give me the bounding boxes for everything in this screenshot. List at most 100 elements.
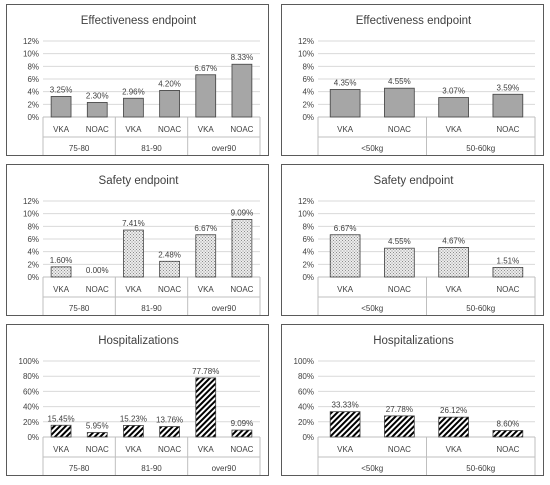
bar (231, 63, 253, 118)
y-tick-label: 10% (298, 210, 314, 219)
y-tick-label: 0% (27, 113, 39, 122)
bar (86, 432, 108, 438)
data-label: 1.51% (497, 256, 520, 265)
bar (438, 97, 469, 118)
category-label: VKA (53, 285, 70, 294)
group-label: 75-80 (69, 464, 90, 473)
data-label: 8.60% (497, 419, 520, 428)
data-label: 0.00% (86, 266, 109, 275)
data-label: 3.07% (442, 87, 465, 96)
bar (123, 425, 144, 438)
y-tick-label: 6% (27, 235, 39, 244)
y-tick-label: 80% (298, 372, 314, 381)
category-label: VKA (337, 285, 354, 294)
y-tick-label: 20% (298, 418, 314, 427)
y-tick-label: 4% (27, 88, 39, 97)
y-tick-label: 100% (294, 357, 314, 366)
data-label: 33.33% (332, 401, 359, 410)
y-tick-label: 8% (27, 62, 39, 71)
category-label: VKA (337, 125, 354, 134)
bar (329, 89, 361, 118)
chart-title: Safety endpoint (374, 175, 455, 187)
bar (159, 426, 180, 438)
group-label: 50-60kg (466, 304, 495, 313)
y-tick-label: 0% (27, 433, 39, 442)
y-tick-label: 10% (23, 50, 39, 59)
data-label: 6.67% (194, 64, 217, 73)
category-label: VKA (198, 445, 215, 454)
category-label: NOAC (230, 445, 253, 454)
group-label: <50kg (361, 464, 383, 473)
category-label: NOAC (86, 125, 109, 134)
group-label: 75-80 (69, 144, 90, 153)
bar (50, 96, 72, 118)
data-label: 9.09% (231, 419, 254, 428)
category-label: VKA (125, 285, 142, 294)
y-tick-label: 60% (23, 387, 39, 396)
group-label: 81-90 (141, 464, 162, 473)
category-label: VKA (125, 445, 142, 454)
bar (195, 377, 217, 438)
category-label: NOAC (230, 125, 253, 134)
group-label: 81-90 (141, 304, 162, 313)
bar (159, 90, 180, 118)
chart-title: Hospitalizations (98, 335, 179, 347)
chart-hospitalizations-by-weight: Hospitalizations 0% 20% 40% 60% 80% 100% 33.33%… (281, 324, 544, 476)
category-label: VKA (198, 285, 215, 294)
category-label: VKA (446, 125, 463, 134)
y-tick-label: 2% (302, 260, 314, 269)
category-label: VKA (53, 445, 70, 454)
category-label: VKA (446, 445, 463, 454)
bar (123, 229, 144, 278)
category-label: NOAC (496, 285, 519, 294)
category-label: VKA (446, 285, 463, 294)
category-label: NOAC (496, 445, 519, 454)
chart-safety-by-age: Safety endpoint 0% 2% 4% 6% 8% 10% 12% 1.60% VKA 0… (6, 164, 269, 316)
data-label: 4.67% (442, 236, 465, 245)
data-label: 8.33% (231, 53, 254, 62)
chart-title: Safety endpoint (99, 175, 180, 187)
bar (329, 411, 361, 438)
data-label: 2.30% (86, 91, 109, 100)
bar (438, 247, 469, 278)
y-tick-label: 8% (27, 222, 39, 231)
data-label: 5.95% (86, 421, 109, 430)
data-label: 3.59% (497, 83, 520, 92)
bar (438, 416, 469, 438)
bar (159, 260, 180, 278)
y-tick-label: 6% (302, 75, 314, 84)
bar (384, 87, 415, 118)
group-label: 81-90 (141, 144, 162, 153)
group-label: over90 (212, 304, 237, 313)
bar (50, 424, 72, 438)
data-label: 2.48% (158, 250, 181, 259)
y-tick-label: 8% (302, 222, 314, 231)
chart-safety-by-weight: Safety endpoint 0% 2% 4% 6% 8% 10% 12% 6.67% VKA 4… (281, 164, 544, 316)
data-label: 26.12% (440, 406, 467, 415)
bar (231, 429, 253, 438)
bar (384, 415, 415, 438)
chart-hospitalizations-by-age: Hospitalizations 0% 20% 40% 60% 80% 100% 15.45%… (6, 324, 269, 476)
group-label: <50kg (361, 144, 383, 153)
y-tick-label: 0% (302, 273, 314, 282)
category-label: NOAC (496, 125, 519, 134)
y-tick-label: 4% (27, 248, 39, 257)
category-label: NOAC (158, 285, 181, 294)
category-label: VKA (125, 125, 142, 134)
data-label: 4.55% (388, 77, 411, 86)
data-label: 7.41% (122, 219, 145, 228)
category-label: NOAC (230, 285, 253, 294)
y-tick-label: 6% (27, 75, 39, 84)
chart-svg: Effectiveness endpoint 0% 2% 4% 6% 8% 10% 12% 3.… (23, 15, 261, 155)
category-label: NOAC (388, 445, 411, 454)
chart-svg: Safety endpoint 0% 2% 4% 6% 8% 10% 12% 1.60% VKA 0… (23, 175, 261, 315)
chart-title: Hospitalizations (373, 335, 454, 347)
bar (492, 267, 524, 278)
y-tick-label: 8% (302, 62, 314, 71)
data-label: 2.96% (122, 87, 145, 96)
y-tick-label: 4% (302, 88, 314, 97)
bar (231, 219, 253, 278)
data-label: 15.45% (48, 414, 75, 423)
category-label: NOAC (86, 445, 109, 454)
bar (384, 247, 415, 278)
